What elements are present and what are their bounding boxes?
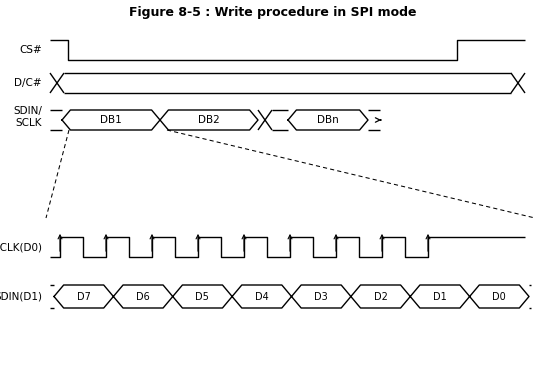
- Text: Figure 8-5 : Write procedure in SPI mode: Figure 8-5 : Write procedure in SPI mode: [129, 6, 417, 19]
- Text: SCLK(D0): SCLK(D0): [0, 242, 42, 252]
- Text: D/C#: D/C#: [14, 78, 42, 88]
- Text: SDIN/
SCLK: SDIN/ SCLK: [13, 106, 42, 128]
- Text: D2: D2: [374, 291, 387, 301]
- Text: D1: D1: [433, 291, 447, 301]
- Text: DB1: DB1: [100, 115, 122, 125]
- Text: D3: D3: [315, 291, 328, 301]
- Text: D5: D5: [195, 291, 210, 301]
- Text: D7: D7: [77, 291, 91, 301]
- Text: D4: D4: [255, 291, 269, 301]
- Text: DB2: DB2: [198, 115, 220, 125]
- Text: DBn: DBn: [317, 115, 339, 125]
- Text: D0: D0: [492, 291, 506, 301]
- Text: CS#: CS#: [19, 45, 42, 55]
- Text: SDIN(D1): SDIN(D1): [0, 291, 42, 301]
- Text: D6: D6: [136, 291, 150, 301]
